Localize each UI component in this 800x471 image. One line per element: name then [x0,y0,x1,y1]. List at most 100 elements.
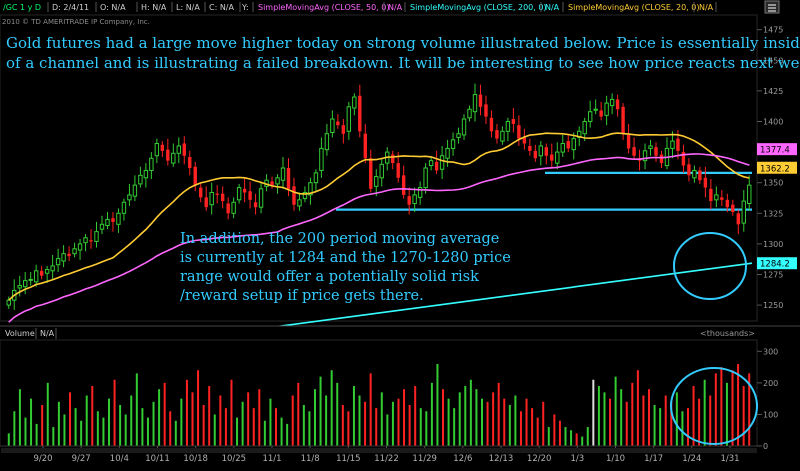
x-tick-label: 11/1 [262,454,281,464]
candle-body [626,134,631,149]
candle-body [61,253,66,262]
price-tick-label: 1400 [763,117,783,126]
candle-body [736,213,740,225]
horizontal-scrollbar[interactable] [1,448,757,453]
x-tick-label: 1/10 [606,454,625,464]
window-menu-button[interactable] [764,0,780,14]
annotation-mid-1: In addition, the 200 period moving avera… [180,231,499,247]
x-tick-label: 1/17 [644,454,663,464]
annotation-line-1: Gold futures had a large move higher tod… [6,34,800,52]
price-tick-label: 1275 [763,270,783,279]
price-badge [757,161,797,174]
candle-body [204,197,208,208]
candle-body [226,203,230,214]
candle-body [517,125,521,139]
annotation-mid-4: /reward setup if price gets there. [180,288,424,304]
candle-body [439,155,445,170]
candle-body [571,138,576,151]
x-tick-label: 11/15 [336,454,361,464]
candle-body [533,150,538,159]
candle-body [461,118,467,136]
candle-body [741,200,746,224]
annotation-mid-2: is currently at 1284 and the 1270-1280 p… [180,250,511,266]
candle-body [77,243,83,251]
candle-body [105,218,110,227]
candle-body [160,144,165,151]
symbol-label[interactable]: /GC 1 y D [3,3,41,12]
study-sma50[interactable]: SimpleMovingAvg (CLOSE, 50, 0) [258,3,389,12]
volume-tick-label: 300 [763,347,778,356]
candle-body [99,223,105,230]
candle-body [495,130,499,139]
candle-body [659,154,664,164]
candle-body [621,106,625,134]
candle-body [555,151,560,164]
x-tick-label: 12/20 [527,454,552,464]
volume-tick-label: 100 [763,410,778,419]
candle-body [324,133,330,151]
candle-body [154,143,160,157]
candle-body [127,194,132,201]
candle-body [725,199,730,208]
volume-header [0,326,800,340]
candle-body [116,212,121,225]
candle-body [407,196,411,205]
candle-body [67,253,71,257]
candles [6,83,752,310]
candle-body [358,95,362,132]
candle-body [28,278,33,281]
candle-body [604,102,609,116]
volume-bars [7,363,751,446]
price-tick-label: 1300 [763,240,783,249]
candle-body [489,117,494,132]
x-axis: 9/20 9/27 10/4 10/11 10/18 10/25 11/1 11/8 11/15… [33,446,740,464]
candle-body [363,133,367,159]
candle-body [632,147,636,156]
candle-body [286,168,291,189]
study-sma50-value: N/A [388,3,403,12]
date-label: D: 2/4/11 [52,3,89,12]
x-tick-label: 12/13 [489,454,514,464]
candle-body [313,172,319,184]
candle-body [467,108,472,119]
study-sma200[interactable]: SimpleMovingAvg (CLOSE, 200, 0) [410,3,547,12]
sma50-line [8,153,750,323]
candle-body [434,161,439,171]
candle-body [428,160,434,167]
candle-body [275,177,280,185]
candle-body [270,181,274,186]
x-tick-label: 1/3 [570,454,584,464]
study-sma20[interactable]: SimpleMovingAvg (CLOSE, 20, 0) [568,3,699,12]
candle-body [176,145,181,154]
price-tick-label: 1250 [763,301,783,310]
price-tick-label: 1350 [763,179,783,188]
candle-body [231,201,236,214]
candle-body [687,164,691,176]
candle-body [396,163,400,178]
candle-body [670,140,675,149]
price-badge [757,257,797,270]
candle-body [500,130,505,142]
x-tick-label: 10/11 [145,454,170,464]
candle-body [528,145,532,151]
candle-body [253,202,258,208]
annotation-mid-3: range would offer a potentially solid ri… [180,269,479,285]
candle-body [17,285,22,289]
candle-body [423,167,428,189]
candle-body [720,197,724,200]
highlight-circle-price [673,232,747,300]
x-tick-label: 12/6 [453,454,472,464]
candle-body [714,194,719,201]
candle-body [401,175,406,195]
candle-body [692,169,697,179]
x-tick-label: 9/27 [72,454,91,464]
candle-body [39,270,44,276]
volume-title[interactable]: Volume [5,329,35,338]
x-tick-label: 11/29 [412,454,437,464]
candle-body [599,110,603,117]
x-tick-label: 11/8 [301,454,320,464]
candle-body [33,270,39,283]
candle-body [220,193,225,202]
candle-body [445,147,450,159]
